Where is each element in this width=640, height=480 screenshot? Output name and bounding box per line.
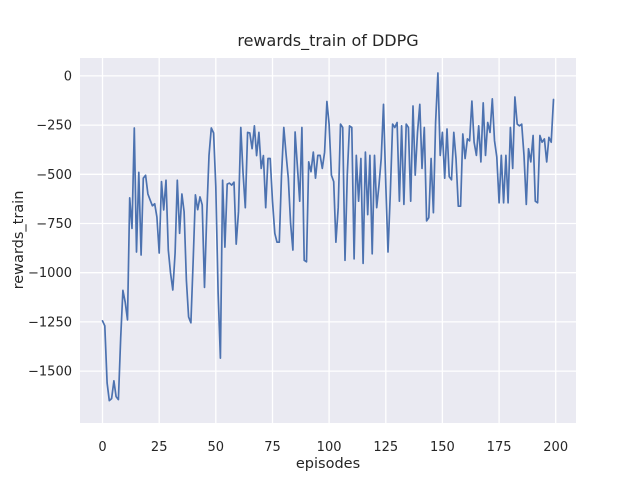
- y-axis-label: rewards_train: [11, 191, 27, 290]
- y-tick-label: −1000: [28, 266, 72, 281]
- x-tick-label: 75: [264, 440, 281, 455]
- x-tick-label: 200: [543, 440, 568, 455]
- x-axis-label: episodes: [296, 456, 360, 472]
- y-tick-label: −500: [36, 168, 72, 183]
- y-tick-label: −250: [36, 119, 72, 134]
- y-tick-labels: 0 −250 −500 −750 −1000 −1250 −1500: [28, 69, 72, 379]
- chart-title: rewards_train of DDPG: [237, 31, 418, 51]
- line-series: [101, 72, 555, 402]
- x-tick-label: 150: [430, 440, 455, 455]
- y-tick-label: −750: [36, 217, 72, 232]
- x-tick-label: 125: [373, 440, 398, 455]
- x-tick-labels: 0 25 50 75 100 125 150 175 200: [98, 440, 568, 455]
- y-tick-label: −1500: [28, 365, 72, 380]
- y-tick-label: −1250: [28, 315, 72, 330]
- x-tick-label: 50: [208, 440, 225, 455]
- x-tick-label: 100: [317, 440, 342, 455]
- x-tick-label: 25: [151, 440, 168, 455]
- x-tick-label: 175: [487, 440, 512, 455]
- x-tick-label: 0: [98, 440, 106, 455]
- rewards-line: [101, 72, 555, 402]
- y-tick-label: 0: [64, 69, 72, 84]
